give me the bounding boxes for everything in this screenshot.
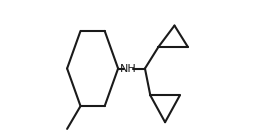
Text: NH: NH	[119, 64, 136, 73]
